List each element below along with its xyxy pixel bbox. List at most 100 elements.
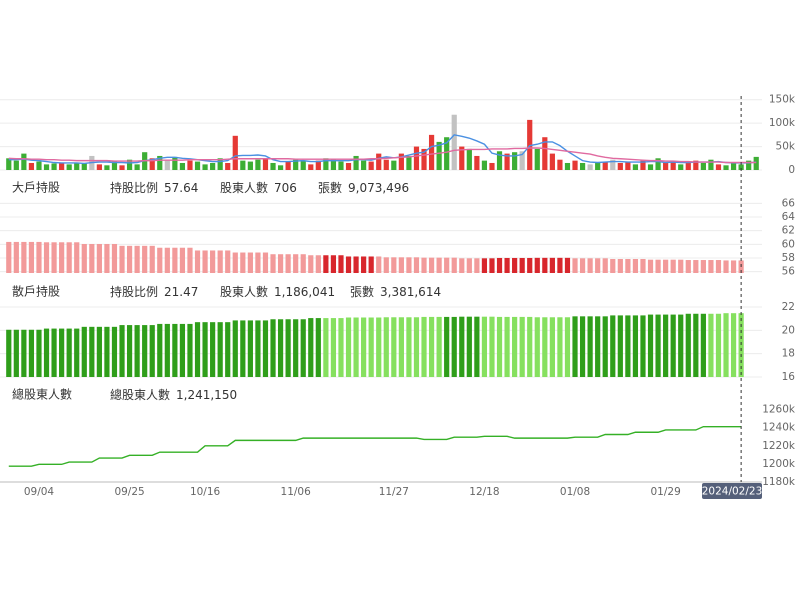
x-tick-label: 01/08 [560,486,590,498]
bar [255,159,261,170]
stat: 總股東人數 1,241,150 [110,387,237,402]
bar [43,328,50,377]
bar [172,156,178,170]
bar [708,313,714,377]
bar [428,257,435,273]
bar [693,160,699,170]
y-tick-label: 18 [782,348,795,360]
stat-label: 股東人數 [220,181,268,195]
bar [708,260,714,273]
bar [300,160,306,170]
bar [126,325,133,377]
bar [179,162,186,170]
bar [549,257,555,273]
selected-date-label: 2024/02/23 [702,486,763,498]
bar [157,323,163,377]
bar [232,320,238,377]
bar [685,162,691,170]
bar [21,241,27,273]
bar [202,250,208,273]
bar [512,316,518,377]
bar [496,151,503,170]
bar [74,162,80,170]
bar [753,156,759,170]
bar [444,137,450,170]
bar [134,325,140,377]
bar [398,317,404,377]
bar [111,243,118,273]
bar [353,256,359,273]
bar [708,159,714,170]
stat-label: 持股比例 [110,180,158,195]
bar [13,160,19,170]
stat-label: 張數 [318,181,342,195]
bar [519,257,525,273]
bar [466,316,472,377]
bar [398,257,404,273]
bar [632,259,639,273]
bar [300,319,306,377]
bar [187,247,193,273]
bar [504,257,510,273]
bar [66,242,72,273]
y-tick-label: 0 [788,164,795,176]
bar [315,318,321,377]
y-tick-label: 60 [782,238,795,250]
bar [557,159,563,170]
bar [610,259,616,273]
bar [149,325,155,377]
bar [579,162,586,170]
bar [398,153,404,170]
bar [655,158,661,170]
stat: 持股比例 57.64 [110,180,198,195]
bar [194,161,201,170]
bar [277,254,284,273]
bar [157,247,163,273]
bar [225,322,231,377]
bar [640,259,646,273]
bar [738,164,744,170]
bar [693,313,699,377]
bar [496,316,503,377]
stat-value: 21.47 [164,285,198,299]
bar [210,162,216,170]
bar [172,323,178,377]
bar [542,317,548,377]
bar [428,316,435,377]
bar [436,316,442,377]
bar [670,161,676,170]
y-tick-label: 66 [782,197,796,209]
stat-value: 57.64 [164,181,198,195]
bar [436,257,442,273]
bar [572,316,578,377]
bar [247,252,253,273]
bar [308,318,314,377]
bar [59,328,65,377]
bar [240,160,246,170]
bar [96,243,102,273]
bar [293,159,299,170]
panel-title: 散戶持股 [12,284,60,299]
bar [376,153,382,170]
bar [104,165,110,170]
bar [723,313,729,377]
bar [730,313,737,377]
bar [557,257,563,273]
bar [693,260,699,273]
bar [595,316,601,377]
bar [194,322,201,377]
bar [368,161,374,170]
stat: 股東人數 1,186,041 [220,285,335,299]
bar [345,256,352,273]
line [8,134,757,165]
bar [678,314,684,377]
bar [444,316,450,377]
bar [368,256,374,273]
bar [194,250,201,273]
bar [345,317,352,377]
bar [210,250,216,273]
bar [361,317,367,377]
bar [595,258,601,273]
